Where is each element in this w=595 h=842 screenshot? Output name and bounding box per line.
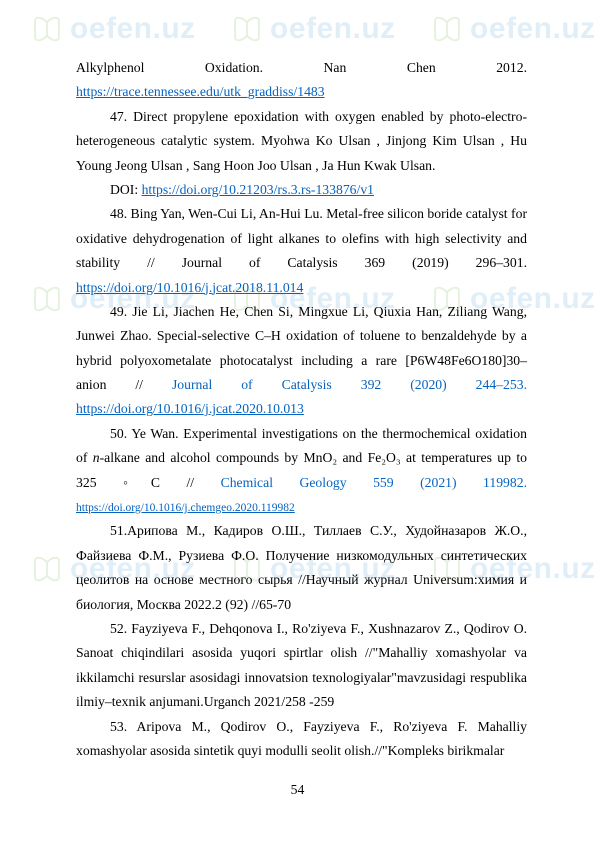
ref-46-link-line: https://trace.tennessee.edu/utk_graddiss… <box>76 80 527 104</box>
ref-50-italic: n <box>93 450 100 465</box>
ref-52: 52. Fayziyeva F., Dehqonova I., Ro'ziyev… <box>76 617 527 715</box>
page-number: 54 <box>0 782 595 798</box>
ref-50: 50. Ye Wan. Experimental investigations … <box>76 422 527 520</box>
ref-47: 47. Direct propylene epoxidation with ox… <box>76 105 527 178</box>
ref-48: 48. Bing Yan, Wen-Cui Li, An-Hui Lu. Met… <box>76 202 527 300</box>
ref-46-tail: Alkylphenol Oxidation. Nan Chen 2012. <box>76 56 527 80</box>
ref-49-journal: Journal of Catalysis 392 (2020) 244–253. <box>172 377 527 392</box>
ref-47-doi[interactable]: https://doi.org/10.21203/rs.3.rs-133876/… <box>142 182 374 197</box>
ref-50-link[interactable]: https://doi.org/10.1016/j.chemgeo.2020.1… <box>76 502 295 514</box>
ref-51: 51.Арипова М., Кадиров О.Ш., Тиллаев С.У… <box>76 519 527 617</box>
ref-47-doi-line: DOI: https://doi.org/10.21203/rs.3.rs-13… <box>76 178 527 202</box>
page-content: Alkylphenol Oxidation. Nan Chen 2012. ht… <box>0 0 595 763</box>
ref-48-link[interactable]: https://doi.org/10.1016/j.jcat.2018.11.0… <box>76 280 303 295</box>
ref-49-link[interactable]: https://doi.org/10.1016/j.jcat.2020.10.0… <box>76 401 304 416</box>
ref-50-journal: Chemical Geology 559 (2021) 119982. <box>221 475 527 490</box>
ref-46-link[interactable]: https://trace.tennessee.edu/utk_graddiss… <box>76 84 325 99</box>
doi-label: DOI: <box>110 182 142 197</box>
ref-49: 49. Jie Li, Jiachen He, Chen Si, Mingxue… <box>76 300 527 422</box>
ref-48-text: 48. Bing Yan, Wen-Cui Li, An-Hui Lu. Met… <box>76 206 527 270</box>
ref-53: 53. Aripova M., Qodirov O., Fayziyeva F.… <box>76 715 527 764</box>
